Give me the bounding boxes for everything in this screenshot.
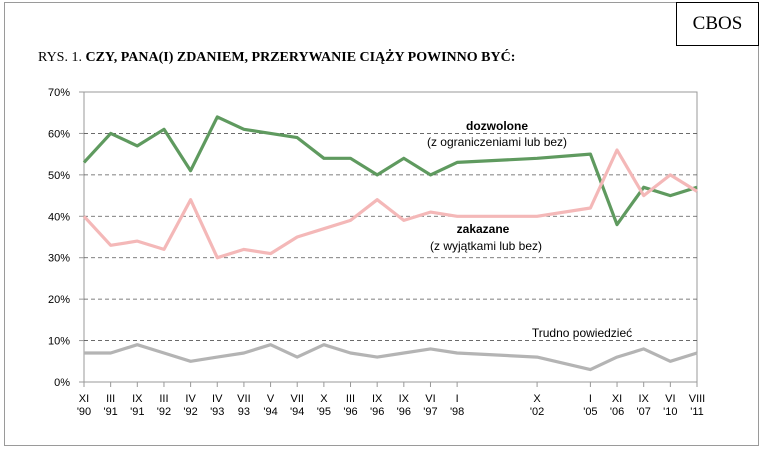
line-zakazane <box>82 148 698 260</box>
x-tick-label-year: '94 <box>263 406 277 418</box>
x-tick-label-year: '05 <box>583 406 597 418</box>
x-tick-label-month: VII <box>290 393 303 405</box>
figure-title: CZY, PANA(I) ZDANIEM, PRZERYWANIE CIĄŻY … <box>85 50 516 65</box>
x-tick-label-month: XI <box>79 393 89 405</box>
chart-title: RYS. 1. CZY, PANA(I) ZDANIEM, PRZERYWANI… <box>38 50 515 66</box>
line-trudno-powiedziec <box>84 343 698 372</box>
x-tick-label-month: V <box>267 393 275 405</box>
y-tick-label: 10% <box>48 336 70 348</box>
series-sublabel-zakazane: (z wyjątkami lub bez) <box>430 239 542 253</box>
x-tick-label-month: IX <box>638 393 649 405</box>
x-tick-label-month: VIII <box>689 393 706 405</box>
x-tick-label-year: '96 <box>370 406 384 418</box>
x-tick-label-month: X <box>533 393 541 405</box>
series-label-zakazane: zakazane <box>457 222 510 236</box>
x-tick-label-month: IX <box>399 393 410 405</box>
x-tick-label-year: '91 <box>103 406 117 418</box>
x-tick-label-year: '02 <box>530 406 544 418</box>
x-tick-label-month: VII <box>237 393 250 405</box>
x-tick-label-month: IV <box>212 393 223 405</box>
series-label-dozwolone: dozwolone <box>466 119 528 133</box>
x-tick-label-year: '11 <box>690 406 704 418</box>
line-dozwolone <box>82 115 698 227</box>
series-label-trudno-powiedziec: Trudno powiedzieć <box>532 326 632 340</box>
y-tick-label: 30% <box>48 253 70 265</box>
y-tick-label: 20% <box>48 294 70 306</box>
x-tick-label-year: '94 <box>290 406 304 418</box>
chart-frame <box>4 2 759 446</box>
x-tick-label-month: III <box>346 393 355 405</box>
x-tick-label-month: XI <box>612 393 622 405</box>
x-tick-label-year: '06 <box>610 406 624 418</box>
x-tick-label-year: '98 <box>450 406 464 418</box>
x-tick-label-month: I <box>456 393 459 405</box>
x-tick-label-year: '10 <box>663 406 677 418</box>
x-tick-label-year: '95 <box>317 406 331 418</box>
x-tick-label-month: IX <box>372 393 383 405</box>
plot-area <box>83 91 698 383</box>
x-tick-label-month: IX <box>132 393 143 405</box>
x-tick-label-year: '96 <box>343 406 357 418</box>
x-tick-label-year: '92 <box>183 406 197 418</box>
y-tick-label: 60% <box>48 128 70 140</box>
x-tick-label-year: 93 <box>238 406 250 418</box>
figure-number: RYS. 1. <box>38 50 86 65</box>
x-tick-label-year: '96 <box>397 406 411 418</box>
x-tick-label-year: '91 <box>130 406 144 418</box>
y-tick-label: 50% <box>48 170 70 182</box>
y-tick-label: 0% <box>54 377 70 389</box>
x-tick-label-month: IV <box>185 393 196 405</box>
series-sublabel-dozwolone: (z ograniczeniami lub bez) <box>427 135 567 149</box>
cbos-logo-box: CBOS <box>676 2 759 46</box>
x-tick-label-month: III <box>159 393 168 405</box>
x-tick-label-year: '97 <box>423 406 437 418</box>
x-tick-label-year: '93 <box>210 406 224 418</box>
x-tick-label-month: VI <box>425 393 435 405</box>
x-tick-label-year: '92 <box>157 406 171 418</box>
x-tick-label-month: X <box>320 393 328 405</box>
x-tick-label-month: VI <box>665 393 675 405</box>
y-tick-label: 70% <box>48 87 70 99</box>
x-tick-label-month: I <box>589 393 592 405</box>
y-tick-label: 40% <box>48 211 70 223</box>
x-tick-label-month: III <box>106 393 115 405</box>
x-tick-label-year: '90 <box>77 406 91 418</box>
x-tick-label-year: '07 <box>637 406 651 418</box>
